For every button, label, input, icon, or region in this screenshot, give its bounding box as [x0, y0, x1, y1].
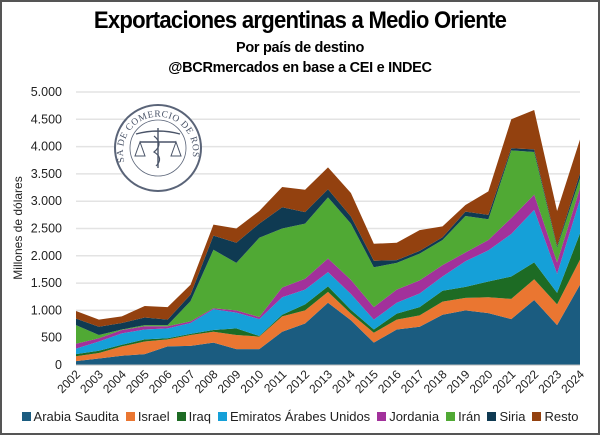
x-tick-label: 2010 [238, 367, 267, 396]
chart-source: @BCRmercados en base a CEI e INDEC [168, 60, 432, 76]
legend-swatch [218, 412, 228, 421]
legend-item: Siria [487, 409, 525, 424]
legend: Arabia Saudita Israel Iraq Emiratos Árabes … [0, 409, 600, 424]
legend-swatch [377, 412, 387, 421]
legend-label: Resto [544, 409, 579, 424]
x-tick-label: 2006 [146, 367, 175, 396]
x-tick-label: 2012 [283, 367, 312, 396]
y-tick-label: 500 [41, 331, 62, 345]
x-tick-label: 2008 [192, 367, 221, 396]
y-tick-label: 2.000 [31, 249, 62, 263]
legend-swatch [176, 412, 186, 421]
legend-label: Emiratos Árabes Unidos [230, 409, 371, 424]
legend-swatch [125, 412, 135, 421]
chart-title: Exportaciones argentinas a Medio Oriente [93, 7, 507, 34]
legend-swatch [532, 412, 542, 421]
area-ir-n [76, 150, 580, 344]
x-tick-label: 2009 [215, 367, 244, 396]
x-tick-label: 2017 [398, 367, 427, 396]
area-jordania [76, 188, 580, 349]
x-tick-label: 2013 [306, 367, 335, 396]
x-tick-label: 2022 [513, 367, 542, 396]
x-tick-label: 2023 [535, 367, 564, 396]
y-tick-label: 1.000 [31, 303, 62, 317]
y-tick-label: 1.500 [31, 276, 62, 290]
y-tick-label: 4.500 [31, 112, 62, 126]
legend-item: Irán [446, 409, 480, 424]
legend-label: Jordania [389, 409, 440, 424]
legend-item: Emiratos Árabes Unidos [218, 409, 370, 424]
y-axis-label: Millones de dólares [11, 176, 25, 279]
y-tick-label: 0 [55, 358, 62, 372]
legend-label: Iraq [188, 409, 212, 424]
legend-item: Arabia Saudita [21, 409, 119, 424]
chart-subtitle: Por país de destino [235, 40, 365, 56]
legend-swatch [21, 412, 31, 421]
area-israel [76, 259, 580, 362]
x-tick-label: 2004 [100, 367, 129, 396]
x-tick-label: 2018 [421, 367, 450, 396]
x-tick-label: 2016 [375, 367, 404, 396]
legend-label: Siria [499, 409, 526, 424]
area-emiratos-rabes-unidos [76, 199, 580, 355]
area-arabia-saudita [76, 284, 580, 365]
legend-swatch [446, 412, 456, 421]
legend-label: Irán [458, 409, 481, 424]
x-tick-label: 2003 [77, 367, 106, 396]
x-tick-label: 2019 [444, 367, 473, 396]
x-tick-label: 2005 [123, 367, 152, 396]
x-tick-label: 2011 [261, 367, 289, 395]
legend-item: Resto [532, 409, 578, 424]
y-tick-label: 4.000 [31, 140, 62, 154]
legend-item: Jordania [377, 409, 439, 424]
y-tick-label: 3.000 [31, 194, 62, 208]
x-tick-label: 2024 [558, 367, 587, 396]
x-tick-label: 2014 [329, 367, 358, 396]
y-tick-label: 2.500 [31, 222, 62, 236]
x-tick-label: 2021 [490, 367, 519, 396]
x-tick-label: 2015 [352, 367, 381, 396]
x-tick-label: 2007 [169, 367, 198, 396]
y-tick-label: 3.500 [31, 167, 62, 181]
legend-item: Iraq [176, 409, 212, 424]
area-iraq [76, 233, 580, 357]
legend-label: Arabia Saudita [33, 409, 119, 424]
legend-item: Israel [125, 409, 170, 424]
legend-swatch [487, 412, 497, 421]
x-tick-label: 2020 [467, 367, 496, 396]
area-resto [76, 110, 580, 327]
legend-label: Israel [137, 409, 170, 424]
y-tick-label: 5.000 [31, 85, 62, 99]
